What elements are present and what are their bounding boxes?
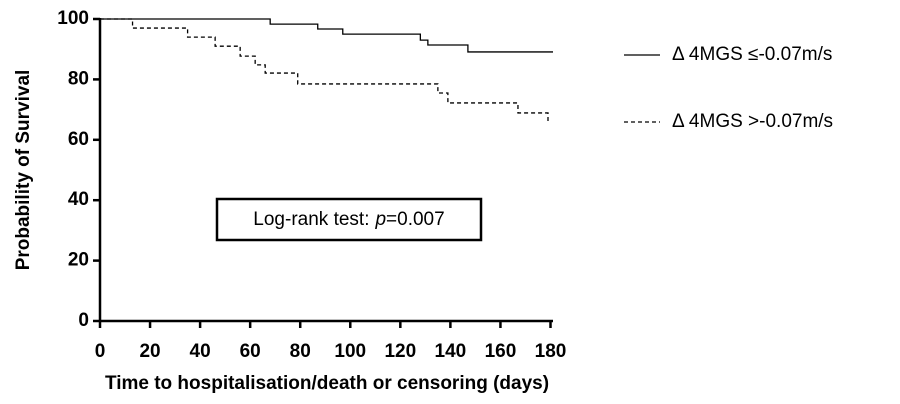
y-tick-label: 0 (78, 310, 89, 331)
x-tick-label: 20 (139, 341, 160, 362)
y-tick-label: 100 (57, 8, 89, 29)
y-tick-label: 20 (68, 250, 89, 271)
annotation-box (215, 197, 483, 242)
x-axis-label: Time to hospitalisation/death or censori… (105, 373, 549, 394)
x-tick-label: 100 (334, 341, 366, 362)
x-tick-label: 60 (240, 341, 261, 362)
annotation-text: =0.007 (386, 209, 445, 230)
survival-line (100, 18, 553, 53)
annotation: Log-rank test: p=0.007 (253, 209, 444, 230)
x-tick-label: 80 (290, 341, 311, 362)
legend-label: Δ 4MGS >-0.07m/s (672, 111, 833, 132)
x-tick-label: 40 (190, 341, 211, 362)
annotation-text: Log-rank test: (253, 209, 369, 230)
survival-line (100, 18, 549, 123)
y-axis-label: Probability of Survival (13, 70, 34, 271)
y-tick-label: 80 (68, 68, 89, 89)
x-tick-label: 0 (95, 341, 106, 362)
x-tick-label: 140 (435, 341, 467, 362)
legend-label: Δ 4MGS ≤-0.07m/s (672, 44, 832, 65)
x-tick-label: 180 (535, 341, 567, 362)
y-tick-label: 40 (68, 189, 89, 210)
y-tick-label: 60 (68, 129, 89, 150)
x-tick-label: 160 (485, 341, 517, 362)
annotation-text: p (374, 209, 386, 230)
x-tick-label: 120 (384, 341, 416, 362)
